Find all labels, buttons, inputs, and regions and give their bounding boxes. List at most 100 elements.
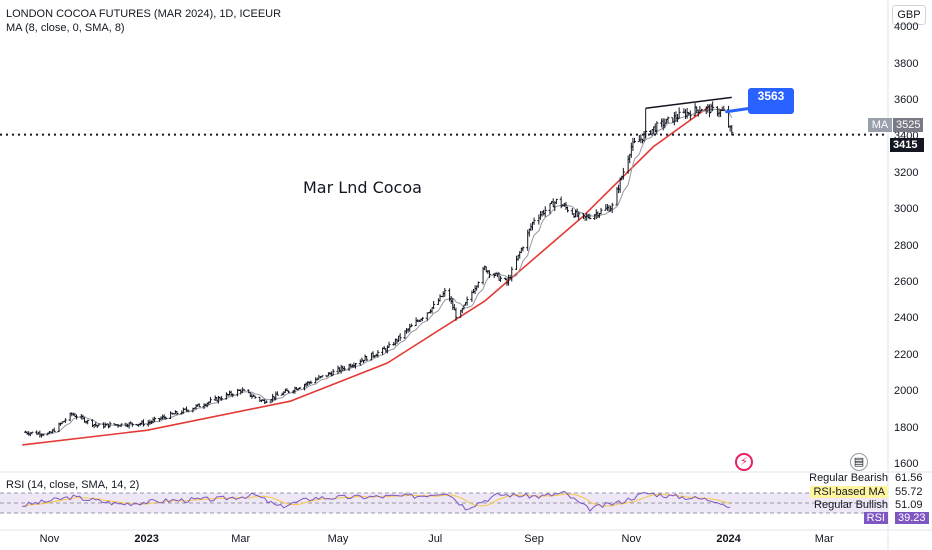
high-price-label[interactable]: 3563 [748, 88, 794, 114]
ohlc-bar [229, 390, 233, 397]
moving-average-line [39, 108, 733, 435]
price-tick-label: 3800 [894, 57, 919, 70]
ohlc-bar [403, 330, 407, 339]
ohlc-bar [483, 265, 487, 271]
ohlc-bar [631, 137, 635, 151]
ohlc-bar [715, 106, 719, 117]
ohlc-bar [655, 121, 659, 135]
time-tick-label: May [327, 533, 349, 545]
price-tick-label: 3200 [894, 166, 919, 179]
ohlc-bar [487, 270, 491, 279]
ohlc-bar [365, 355, 369, 361]
ohlc-bar [363, 354, 367, 362]
rsi-ma-label-text: RSI-based MA [810, 486, 888, 498]
ohlc-bar [564, 202, 568, 210]
rsi-ma-label: RSI-based MA [810, 486, 888, 499]
ohlc-bar [473, 285, 477, 295]
ohlc-bar [599, 207, 603, 215]
ohlc-bar [633, 137, 637, 144]
rsi-ma-line [22, 493, 731, 507]
ohlc-bar [409, 323, 413, 328]
ohlc-bar [275, 391, 279, 396]
ohlc-bar [527, 228, 531, 237]
ohlc-bar [554, 198, 558, 204]
ohlc-bar [228, 390, 232, 396]
ohlc-bar [449, 296, 453, 304]
chart-annotation[interactable]: Mar Lnd Cocoa [303, 178, 422, 197]
last-price-tag: 3415 [890, 138, 924, 152]
ohlc-bar [130, 422, 134, 427]
ohlc-bar [727, 105, 731, 128]
ohlc-bar [515, 255, 519, 270]
price-tick-label: 2600 [894, 275, 919, 288]
ohlc-bar [371, 351, 375, 359]
ohlc-bar [577, 211, 581, 221]
parabolic-trend-curve [22, 105, 710, 446]
ohlc-bar [588, 213, 592, 220]
ohlc-bar [242, 388, 246, 391]
price-tick-label: 3600 [894, 93, 919, 106]
ohlc-bar [532, 217, 536, 225]
ohlc-bar [497, 272, 501, 281]
ohlc-bar [271, 393, 275, 403]
ma-indicator-legend[interactable]: MA (8, close, 0, SMA, 8) [6, 22, 125, 34]
ohlc-bar [231, 393, 235, 398]
ohlc-bar [197, 403, 201, 408]
price-tick-label: 2800 [894, 239, 919, 252]
rsi-legend[interactable]: RSI (14, close, SMA, 14, 2) [6, 479, 140, 491]
ohlc-bar [610, 202, 614, 213]
ohlc-bar [672, 112, 676, 126]
price-tick-label: 3000 [894, 203, 919, 216]
ohlc-bar [551, 198, 555, 208]
ohlc-bar [95, 424, 99, 429]
ohlc-bar [398, 333, 402, 342]
ohlc-bar [164, 416, 168, 420]
time-tick-label: Mar [231, 533, 251, 545]
ohlc-bar [309, 380, 313, 385]
ohlc-bar [677, 107, 681, 119]
ohlc-bar [141, 419, 145, 427]
ohlc-bar [443, 288, 447, 297]
time-tick-label: Mar [814, 533, 834, 545]
ohlc-bar [471, 288, 475, 294]
ohlc-bar [331, 369, 335, 376]
price-tick-label: 4000 [894, 21, 919, 34]
ohlc-bar [660, 118, 664, 128]
ohlc-bar [298, 387, 302, 390]
ohlc-bar [688, 110, 692, 120]
currency-button[interactable]: GBP [892, 5, 926, 25]
ohlc-bar [594, 209, 598, 220]
ohlc-bar [75, 414, 79, 420]
ohlc-bar [304, 382, 308, 388]
ohlc-bar [566, 206, 570, 213]
ohlc-bar [408, 323, 412, 332]
flash-icon[interactable]: ⚡ [735, 453, 753, 471]
ohlc-bar [97, 423, 101, 427]
price-tick-label: 2000 [894, 385, 919, 398]
ohlc-bar [27, 431, 31, 436]
ohlc-bar [202, 403, 206, 410]
resistance-trendline [645, 96, 732, 110]
ohlc-bar [397, 335, 401, 343]
ohlc-bar [86, 419, 90, 425]
ohlc-bar [52, 427, 56, 432]
ohlc-bar [432, 300, 436, 310]
ohlc-bar [499, 275, 503, 282]
ohlc-bar [709, 103, 713, 114]
ohlc-bar [476, 281, 480, 288]
ohlc-bar [354, 362, 358, 369]
ohlc-bar [711, 101, 715, 112]
time-tick-label: 2024 [716, 533, 741, 545]
ohlc-bar [451, 298, 455, 311]
ohlc-bar [376, 350, 380, 358]
time-tick-label: Nov [39, 533, 60, 545]
ma-value-tag: 3525 [893, 118, 923, 132]
ohlc-bar [307, 381, 311, 385]
rsi-ma-value: 55.72 [895, 486, 923, 498]
ohlc-bar [441, 291, 445, 298]
indicator-tool-icon[interactable]: ▤ [850, 453, 868, 471]
ohlc-bar [521, 246, 525, 252]
ohlc-bar [684, 109, 688, 119]
ohlc-bar [108, 421, 112, 428]
